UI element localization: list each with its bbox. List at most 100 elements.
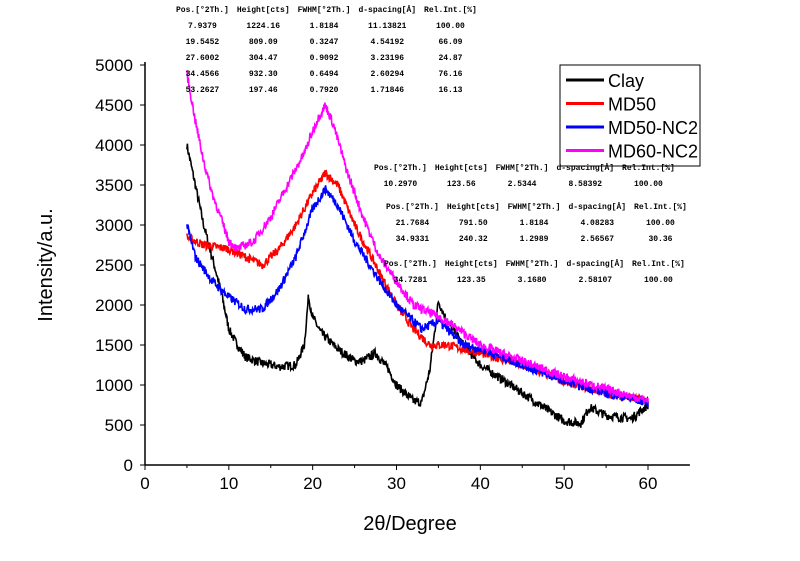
y-tick-label: 4500: [95, 96, 133, 115]
x-tick-label: 0: [140, 474, 149, 493]
table-header-cell: Height[cts]: [236, 5, 290, 15]
table-row-cell: 7.9379: [188, 21, 217, 31]
y-tick-label: 3500: [95, 176, 133, 195]
table-row-cell: 0.6494: [309, 69, 339, 79]
y-tick-label: 0: [124, 456, 133, 475]
table-header-cell: d-spacing[Å]: [358, 5, 417, 15]
table-row-cell: 791.50: [458, 218, 488, 228]
table-row-cell: 1.71846: [370, 85, 405, 95]
table-row-cell: 1.8184: [519, 218, 549, 228]
table-row: 10.2970 123.56 2.5344 8.58392 100.00: [370, 176, 679, 192]
y-tick-label: 1500: [95, 336, 133, 355]
table-row-cell: 100.00: [644, 275, 673, 285]
table-row-cell: 3.1680: [517, 275, 547, 285]
table-row-cell: 30.36: [648, 234, 673, 244]
table-row: 34.4566 932.30 0.6494 2.60294 76.16: [172, 66, 481, 82]
y-tick-label: 500: [105, 416, 133, 435]
table-header-cell: Pos.[°2Th.]: [384, 259, 437, 269]
table-header-cell: d-spacing[Å]: [556, 163, 615, 173]
y-tick-label: 1000: [95, 376, 133, 395]
table-header-cell: Height[cts]: [444, 259, 498, 269]
x-axis-label: 2θ/Degree: [363, 513, 456, 535]
legend-label-md60-nc2: MD60-NC2: [608, 142, 698, 162]
table-row-cell: 240.32: [458, 234, 488, 244]
table-row-cell: 0.9092: [309, 53, 339, 63]
table-row-cell: 123.56: [446, 179, 476, 189]
table-row: 21.7684 791.50 1.8184 4.08283 100.00: [382, 215, 691, 231]
table-row: 19.5452 809.09 0.3247 4.54192 66.09: [172, 34, 481, 50]
table-row-cell: 10.2970: [383, 179, 418, 189]
legend-label-clay: Clay: [608, 71, 644, 91]
table-row: 53.2627 197.46 0.7920 1.71846 16.13: [172, 82, 481, 98]
table-row-cell: 11.13821: [368, 21, 407, 31]
table-row-cell: 1224.16: [246, 21, 281, 31]
series-line-clay: [186, 143, 649, 428]
table-row: 34.9331 240.32 1.2989 2.56567 30.36: [382, 231, 691, 247]
table-header-cell: Rel.Int.[%]: [634, 202, 687, 212]
table-header-cell: Rel.Int.[%]: [424, 5, 477, 15]
table-row: 7.9379 1224.16 1.8184 11.13821 100.00: [172, 18, 481, 34]
table-row-cell: 66.09: [438, 37, 463, 47]
x-tick-label: 40: [471, 474, 490, 493]
x-tick-label: 50: [555, 474, 574, 493]
table-row-cell: 76.16: [438, 69, 463, 79]
peak-table: Pos.[°2Th.] Height[cts] FWHM[°2Th.] d-spaci…: [370, 160, 679, 192]
peak-table: Pos.[°2Th.] Height[cts] FWHM[°2Th.] d-spaci…: [172, 2, 481, 98]
table-row-cell: 24.87: [438, 53, 463, 63]
table-row-cell: 8.58392: [568, 179, 603, 189]
table-header-cell: Rel.Int.[%]: [622, 163, 675, 173]
table-row-cell: 809.09: [248, 37, 278, 47]
table-header-cell: d-spacing[Å]: [568, 202, 627, 212]
table-row-cell: 932.30: [248, 69, 278, 79]
table-row-cell: 100.00: [436, 21, 465, 31]
table-row-cell: 1.8184: [309, 21, 339, 31]
x-tick-label: 30: [387, 474, 406, 493]
x-tick-label: 60: [639, 474, 658, 493]
series-line-md50-nc2: [186, 185, 649, 407]
table-header: Pos.[°2Th.] Height[cts] FWHM[°2Th.] d-spaci…: [370, 160, 679, 176]
table-row-cell: 16.13: [438, 85, 463, 95]
y-tick-label: 3000: [95, 216, 133, 235]
legend-label-md50: MD50: [608, 95, 656, 115]
table-header: Pos.[°2Th.] Height[cts] FWHM[°2Th.] d-spaci…: [172, 2, 481, 18]
y-tick-label: 2500: [95, 256, 133, 275]
table-header-cell: Height[cts]: [434, 163, 488, 173]
table-row-cell: 197.46: [248, 85, 278, 95]
table-row-cell: 2.58107: [578, 275, 613, 285]
table-row-cell: 1.2989: [519, 234, 549, 244]
table-row-cell: 4.08283: [580, 218, 615, 228]
table-row: 27.6002 304.47 0.9092 3.23196 24.87: [172, 50, 481, 66]
table-row-cell: 34.4566: [185, 69, 220, 79]
peak-table: Pos.[°2Th.] Height[cts] FWHM[°2Th.] d-spaci…: [380, 256, 689, 288]
table-row-cell: 123.35: [456, 275, 486, 285]
table-header-cell: d-spacing[Å]: [566, 259, 625, 269]
legend-label-md50-nc2: MD50-NC2: [608, 118, 698, 138]
table-header-cell: Pos.[°2Th.]: [176, 5, 229, 15]
table-row-cell: 34.7281: [393, 275, 428, 285]
table-row-cell: 2.56567: [580, 234, 615, 244]
table-row-cell: 53.2627: [185, 85, 220, 95]
table-row: 34.7281 123.35 3.1680 2.58107 100.00: [380, 272, 689, 288]
table-row-cell: 4.54192: [370, 37, 405, 47]
table-header: Pos.[°2Th.] Height[cts] FWHM[°2Th.] d-spaci…: [380, 256, 689, 272]
table-row-cell: 100.00: [634, 179, 663, 189]
table-row-cell: 3.23196: [370, 53, 405, 63]
y-tick-label: 4000: [95, 136, 133, 155]
table-row-cell: 21.7684: [395, 218, 430, 228]
table-row-cell: 34.9331: [395, 234, 430, 244]
table-row-cell: 0.3247: [309, 37, 339, 47]
y-tick-label: 2000: [95, 296, 133, 315]
table-row-cell: 2.60294: [370, 69, 405, 79]
table-row-cell: 0.7920: [309, 85, 339, 95]
table-row-cell: 304.47: [248, 53, 278, 63]
y-axis-label: Intensity/a.u.: [35, 208, 57, 321]
y-tick-label: 5000: [95, 56, 133, 75]
series-line-md60-nc2: [186, 70, 649, 405]
table-header-cell: FWHM[°2Th.]: [507, 202, 561, 212]
table-header-cell: FWHM[°2Th.]: [297, 5, 351, 15]
table-header-cell: FWHM[°2Th.]: [505, 259, 559, 269]
table-header-cell: Pos.[°2Th.]: [374, 163, 427, 173]
peak-table: Pos.[°2Th.] Height[cts] FWHM[°2Th.] d-spaci…: [382, 199, 691, 247]
x-tick-label: 20: [303, 474, 322, 493]
